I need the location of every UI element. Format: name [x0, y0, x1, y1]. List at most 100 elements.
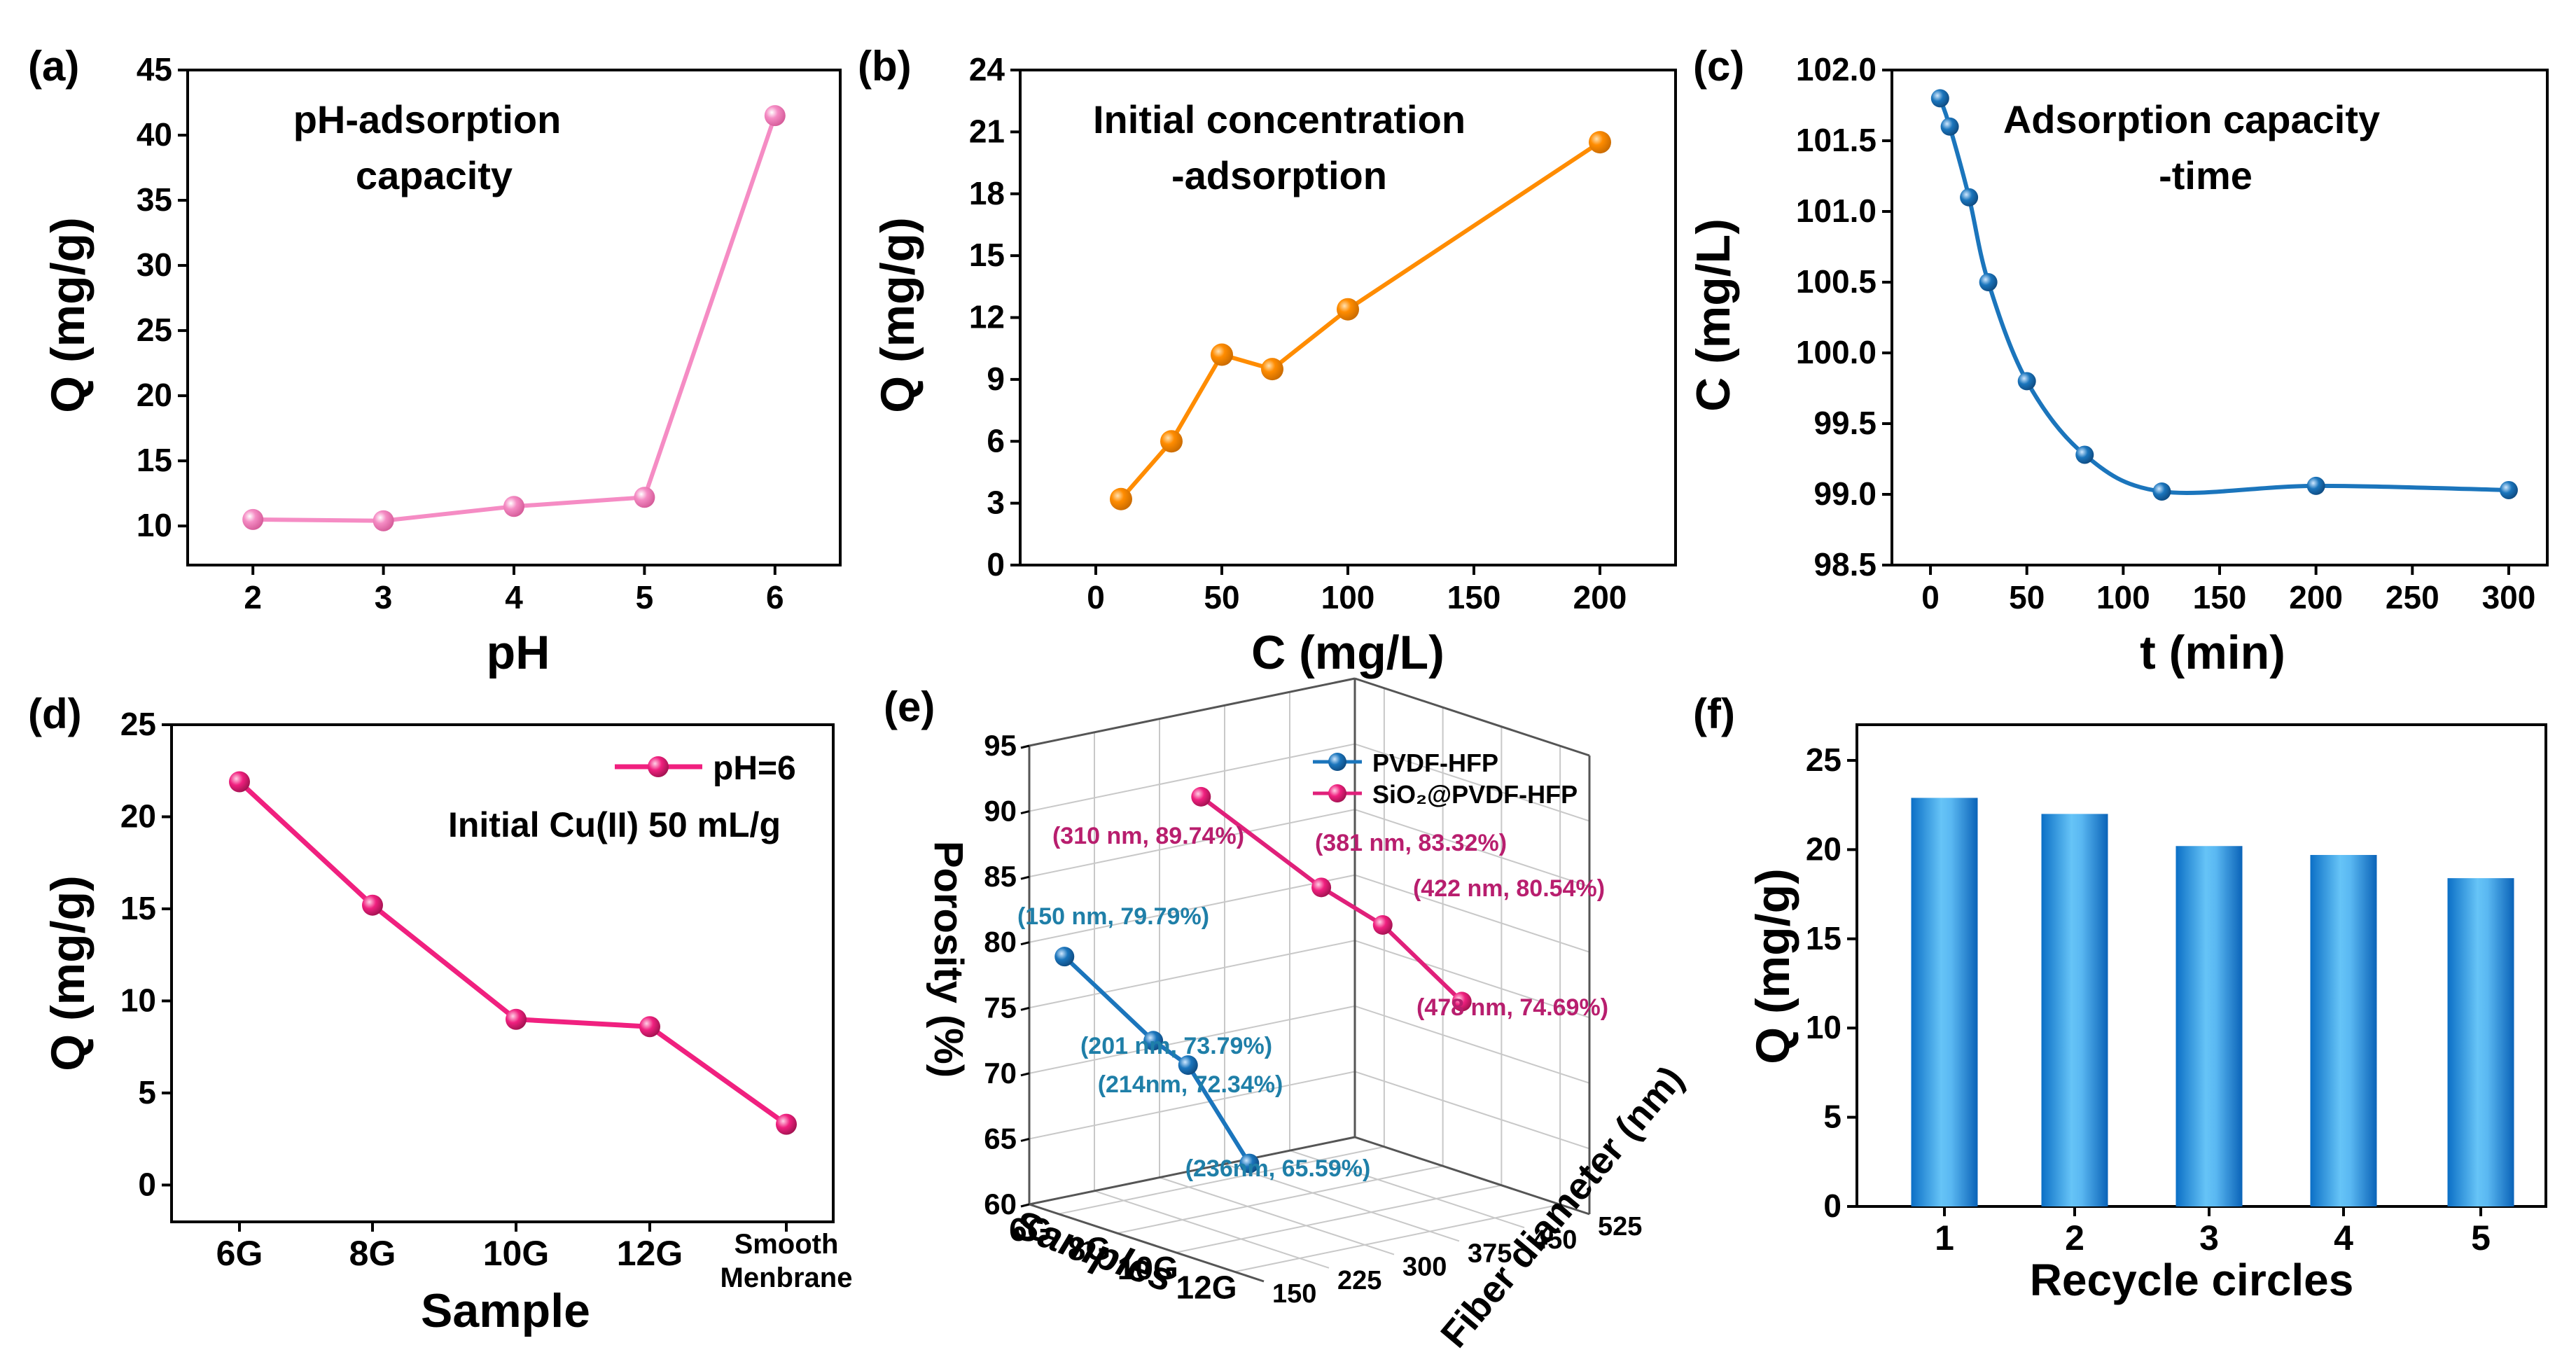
- annotation: Initial Cu(II) 50 mL/g: [448, 805, 781, 844]
- data-label: (201 nm, 73.79%): [1080, 1033, 1272, 1059]
- data-point: [1239, 1153, 1260, 1174]
- x-tick-label: 300: [2482, 579, 2536, 615]
- y-tick-label: 21: [969, 113, 1005, 149]
- z-tick-label: 70: [984, 1057, 1017, 1090]
- y-tick-label: 15: [120, 890, 156, 926]
- x-tick-label: 4: [2334, 1218, 2353, 1258]
- z-tick: [1020, 1072, 1030, 1077]
- x-tick-label: 8G: [349, 1234, 396, 1273]
- data-point: [2152, 482, 2171, 501]
- legend-label: PVDF-HFP: [1372, 749, 1498, 777]
- x-tick-label: 0: [1921, 579, 1940, 615]
- data-label: (150 nm, 79.79%): [1017, 903, 1209, 930]
- panel-f: 0 5 10 15 20 25 (f) 1 2 3 4 5 Recycle circles Q (mg/g…: [1693, 690, 2547, 1305]
- data-point: [2017, 372, 2036, 391]
- y-tick-label: 525: [1598, 1212, 1642, 1241]
- legend-marker: [1328, 753, 1346, 771]
- y-tick-label: 24: [969, 51, 1005, 88]
- x-tick-label: 200: [2289, 579, 2343, 615]
- y-tick-label: 9: [987, 361, 1005, 397]
- data-point: [1930, 89, 1949, 108]
- data-point: [2306, 476, 2325, 495]
- x-tick-label: 2: [2065, 1218, 2084, 1258]
- x-tick-label: 5: [2471, 1218, 2491, 1258]
- plot-frame: [186, 69, 842, 566]
- data-point: [2499, 480, 2518, 499]
- z-tick: [1020, 810, 1030, 815]
- data-point: [1979, 273, 1998, 291]
- y-axis-label: Q (mg/g): [41, 217, 95, 413]
- y-tick-label: 40: [137, 116, 172, 153]
- z-tick-label: 80: [984, 926, 1017, 959]
- y-tick-label: 30: [137, 246, 172, 283]
- x-tick-label: 100: [2096, 579, 2150, 615]
- y-tick-label: 15: [969, 237, 1005, 273]
- x-tick-label: 1: [1935, 1218, 1954, 1258]
- x-tick-label-line: Smooth: [734, 1229, 839, 1260]
- y-tick-label: 98.5: [1813, 546, 1877, 583]
- axis-edge: [1354, 1136, 1590, 1216]
- x-tick-label: 12G: [1176, 1269, 1237, 1306]
- z-tick-label: 75: [984, 991, 1017, 1024]
- y-axis-label: Q (mg/g): [871, 217, 924, 413]
- x-tick-label: 12G: [617, 1234, 683, 1273]
- data-point: [373, 510, 394, 531]
- data-point: [764, 105, 786, 127]
- data-point: [1211, 343, 1233, 366]
- data-point: [1337, 298, 1359, 321]
- data-point: [229, 771, 250, 793]
- y-tick-label: 10: [1806, 1009, 1842, 1045]
- legend-label: pH=6: [713, 750, 796, 787]
- series-line: [253, 115, 777, 523]
- x-axis-label: Sample: [421, 1284, 590, 1337]
- x-tick-label: 8G: [1068, 1231, 1111, 1267]
- y-tick-label: 20: [137, 377, 172, 413]
- panel-label: (f): [1693, 690, 1735, 737]
- data-point: [634, 487, 655, 508]
- y-tick-label: 25: [120, 706, 156, 742]
- x-axis-label: t (min): [2140, 626, 2285, 679]
- x-tick-label: 2: [244, 579, 262, 615]
- y-axis-label: Q (mg/g): [41, 875, 95, 1071]
- legend-label: SiO₂@PVDF-HFP: [1372, 780, 1578, 809]
- y-tick-label: 12: [969, 299, 1005, 335]
- series-line: [1119, 140, 1601, 501]
- y-tick-label: 5: [1823, 1099, 1842, 1135]
- grid-line: [1029, 677, 1590, 756]
- legend-marker: [648, 756, 669, 777]
- bar: [2041, 814, 2108, 1206]
- x-tick-label: 150: [2193, 579, 2247, 615]
- z-tick-label: 65: [984, 1122, 1017, 1155]
- y-axis-label: Q (mg/g): [1746, 868, 1799, 1064]
- x-tick-label: 50: [1204, 579, 1239, 615]
- axis-edge: [1029, 677, 1356, 747]
- axis-edge: [1354, 677, 1590, 757]
- z-axis-label: Porosity (%): [926, 841, 971, 1078]
- y-tick-label: 25: [137, 312, 172, 348]
- z-tick-label: 85: [984, 860, 1017, 893]
- bar: [2175, 846, 2243, 1206]
- panel-label: (a): [28, 43, 79, 90]
- y-tick-label: 0: [1823, 1188, 1842, 1224]
- y-tick-label: 3: [987, 485, 1005, 521]
- data-point: [242, 508, 264, 530]
- y-tick-label: 20: [120, 798, 156, 834]
- data-point: [1178, 1055, 1198, 1076]
- x-tick-label: 4: [505, 579, 523, 615]
- data-point: [1960, 188, 1979, 207]
- y-tick-label: 5: [138, 1074, 156, 1111]
- grid-line: [1094, 732, 1330, 1269]
- x-axis-label: pH: [487, 626, 550, 679]
- bar: [2310, 855, 2377, 1206]
- y-tick-label: 99.0: [1813, 475, 1877, 512]
- data-point: [1054, 947, 1075, 967]
- data-label: (214nm, 72.34%): [1098, 1071, 1283, 1098]
- data-point: [503, 496, 524, 517]
- y-tick-label: 20: [1806, 830, 1842, 867]
- annotation: pH-adsorption: [293, 97, 562, 141]
- y-tick-label: 100.0: [1796, 334, 1877, 370]
- panel-d: 0 5 10 15 20 25 (d) 6G 8G 10G 12G Smooth Menbrane Sam…: [28, 690, 852, 1337]
- annotation: capacity: [356, 153, 513, 197]
- data-point: [776, 1113, 797, 1135]
